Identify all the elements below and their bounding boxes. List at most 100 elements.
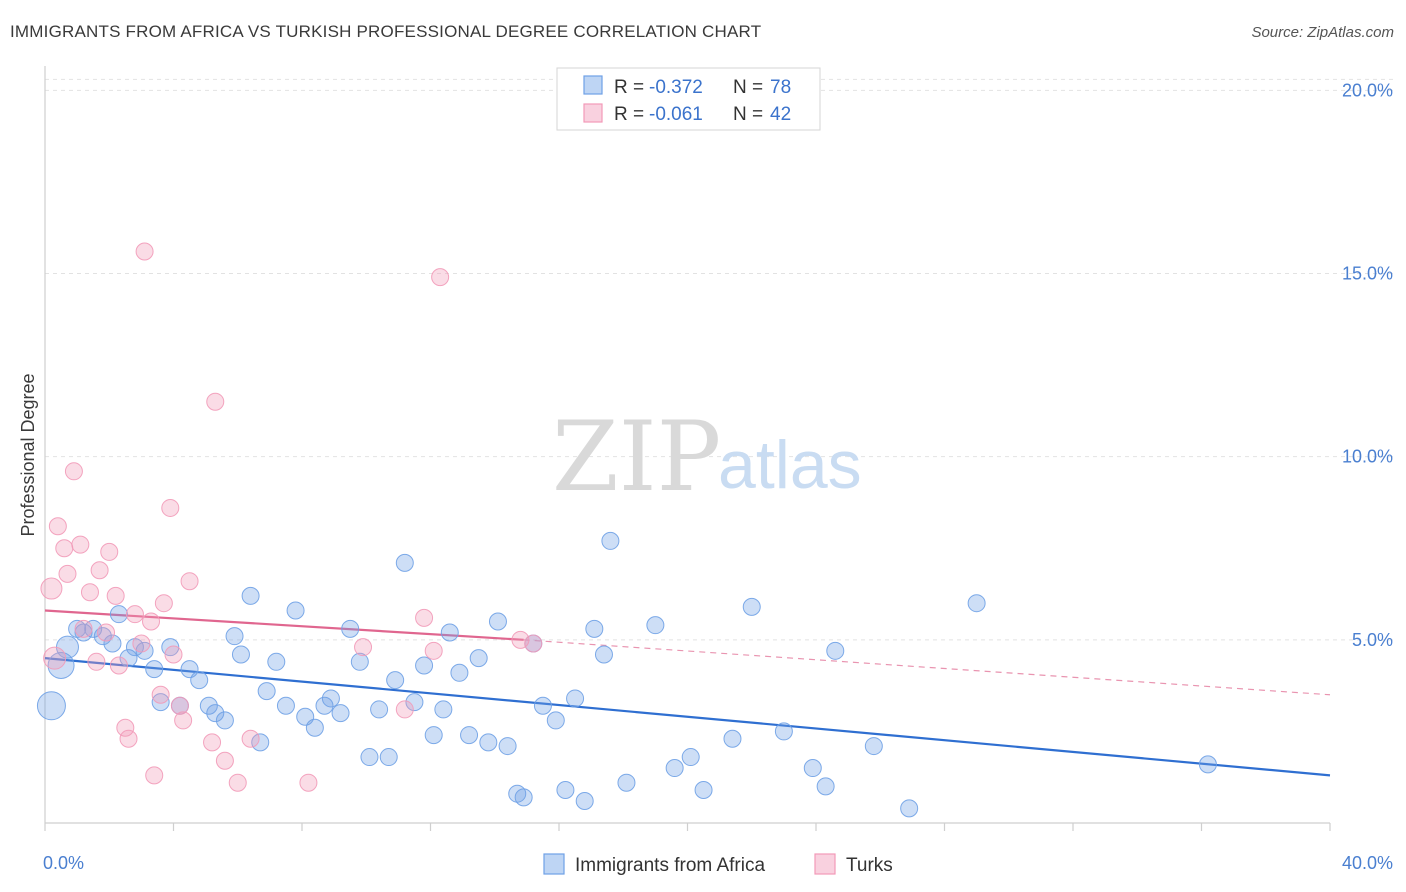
legend-r-label-turks: R = bbox=[614, 104, 644, 125]
point-turks bbox=[119, 729, 138, 748]
point-africa bbox=[305, 718, 324, 737]
point-africa bbox=[370, 700, 389, 719]
point-turks bbox=[71, 535, 90, 554]
point-africa bbox=[450, 663, 469, 682]
x-tick-label: 40.0% bbox=[1342, 853, 1393, 873]
point-turks bbox=[524, 634, 543, 653]
point-turks bbox=[109, 656, 128, 675]
point-africa bbox=[341, 619, 360, 638]
point-africa bbox=[331, 704, 350, 723]
point-africa bbox=[469, 649, 488, 668]
point-turks bbox=[90, 561, 109, 580]
legend-n-value-turks: 42 bbox=[770, 104, 791, 125]
point-turks bbox=[154, 594, 173, 613]
point-africa bbox=[415, 656, 434, 675]
x-tick-labels: 0.0% 40.0% bbox=[43, 853, 1393, 873]
point-africa bbox=[864, 737, 883, 756]
point-africa bbox=[566, 689, 585, 708]
point-turks bbox=[174, 711, 193, 730]
point-turks bbox=[228, 773, 247, 792]
point-turks bbox=[40, 577, 63, 600]
point-africa bbox=[900, 799, 919, 818]
point-turks bbox=[431, 268, 450, 287]
point-turks bbox=[203, 733, 222, 752]
bottom-legend-turks: Turks bbox=[846, 855, 893, 876]
trend-line-turks-extension bbox=[523, 639, 1331, 696]
point-africa bbox=[379, 748, 398, 767]
point-africa bbox=[405, 693, 424, 712]
point-africa bbox=[617, 773, 636, 792]
point-africa bbox=[225, 627, 244, 646]
point-africa bbox=[498, 737, 517, 756]
legend-swatch-africa bbox=[583, 75, 603, 95]
point-turks bbox=[151, 685, 170, 704]
point-africa bbox=[350, 652, 369, 671]
point-africa bbox=[723, 729, 742, 748]
point-africa bbox=[206, 704, 225, 723]
point-africa bbox=[826, 641, 845, 660]
point-africa bbox=[742, 597, 761, 616]
point-turks bbox=[415, 608, 434, 627]
point-africa bbox=[93, 627, 112, 646]
point-africa bbox=[315, 696, 334, 715]
point-africa bbox=[321, 689, 340, 708]
point-africa bbox=[967, 594, 986, 613]
point-africa bbox=[251, 733, 270, 752]
point-africa bbox=[816, 777, 835, 796]
watermark-atlas: atlas bbox=[718, 427, 862, 503]
point-turks bbox=[116, 718, 135, 737]
point-africa bbox=[257, 682, 276, 701]
point-africa bbox=[286, 601, 305, 620]
point-turks bbox=[161, 498, 180, 517]
legend-r-value-africa: -0.372 bbox=[649, 77, 703, 98]
x-tick-label: 0.0% bbox=[43, 853, 84, 873]
point-turks bbox=[424, 641, 443, 660]
point-africa bbox=[601, 531, 620, 550]
point-africa bbox=[460, 726, 479, 745]
legend-swatch-turks bbox=[583, 103, 603, 123]
point-africa bbox=[514, 788, 533, 807]
point-turks bbox=[55, 539, 74, 558]
point-africa bbox=[145, 660, 164, 679]
point-africa bbox=[47, 651, 75, 679]
point-turks bbox=[87, 652, 106, 671]
point-africa bbox=[594, 645, 613, 664]
point-africa bbox=[646, 616, 665, 635]
point-africa bbox=[803, 759, 822, 778]
y-tick-labels: 5.0% 10.0% 15.0% 20.0% bbox=[1342, 80, 1393, 650]
point-turks bbox=[80, 583, 99, 602]
point-africa bbox=[1198, 755, 1217, 774]
legend: R = -0.372 N = 78 R = -0.061 N = 42 bbox=[556, 67, 821, 131]
trend-line-turks bbox=[44, 609, 524, 641]
legend-box bbox=[556, 67, 821, 131]
point-turks bbox=[206, 392, 225, 411]
legend-r-label-africa: R = bbox=[614, 77, 644, 98]
point-turks bbox=[125, 605, 144, 624]
point-africa bbox=[556, 781, 575, 800]
y-axis-label: Professional Degree bbox=[18, 373, 38, 536]
point-africa bbox=[109, 605, 128, 624]
data-points bbox=[36, 242, 1217, 818]
point-turks bbox=[74, 619, 93, 638]
point-turks bbox=[145, 766, 164, 785]
point-africa bbox=[434, 700, 453, 719]
trend-lines bbox=[44, 609, 1331, 777]
gridlines bbox=[45, 78, 1395, 641]
point-turks bbox=[215, 751, 234, 770]
point-africa bbox=[386, 671, 405, 690]
legend-n-label-africa: N = bbox=[733, 77, 763, 98]
point-africa bbox=[440, 623, 459, 642]
point-turks bbox=[64, 462, 83, 481]
point-turks bbox=[106, 586, 125, 605]
point-africa bbox=[360, 748, 379, 767]
legend-n-value-africa: 78 bbox=[770, 77, 791, 98]
y-tick-label: 15.0% bbox=[1342, 263, 1393, 283]
source-credit: Source: ZipAtlas.com bbox=[1251, 24, 1394, 41]
point-africa bbox=[267, 652, 286, 671]
point-turks bbox=[170, 696, 189, 715]
point-africa bbox=[231, 645, 250, 664]
point-turks bbox=[395, 700, 414, 719]
point-africa bbox=[36, 691, 66, 721]
point-turks bbox=[164, 645, 183, 664]
